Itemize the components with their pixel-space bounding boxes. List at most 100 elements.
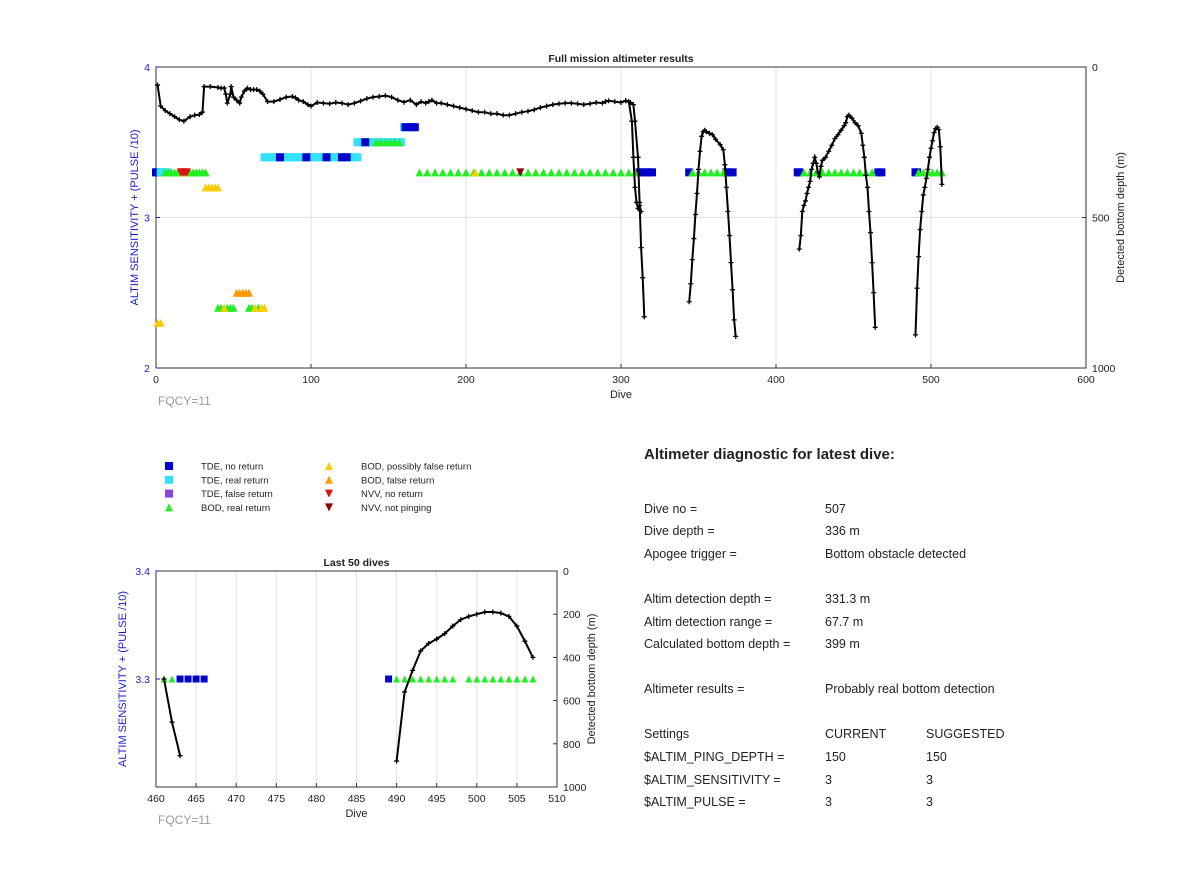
bod-real-return-marker: [830, 168, 839, 177]
diagnostic-row-cell: Altim detection depth =: [644, 592, 772, 606]
bottom-depth-point: [231, 94, 236, 100]
bod-real-return-marker: [609, 168, 618, 177]
bottom-depth-line: [914, 125, 943, 335]
bottom-depth-point: [838, 127, 844, 133]
settings-row-cell: 3: [926, 795, 933, 809]
bottom-depth-point: [868, 230, 874, 236]
bottom-depth-point: [692, 211, 698, 217]
bod-real-return-marker: [433, 675, 441, 683]
bottom-depth-point: [207, 84, 213, 90]
bottom-depth-point: [314, 100, 320, 106]
diagnostic-row-cell: 507: [825, 502, 846, 516]
bottom-depth-point: [852, 120, 858, 126]
bottom-depth-point: [228, 84, 234, 90]
bottom-depth-point: [722, 162, 728, 168]
bottom-depth-point: [820, 157, 825, 163]
bod-possibly-false-return-marker: [220, 303, 229, 312]
bottom-depth-point: [169, 719, 175, 725]
bottom-depth-point: [917, 227, 923, 233]
bod-possibly-false-return-marker: [260, 303, 269, 312]
full-mission-chart: 0 100 200 300 400 500 600 2 3 4 0 500 1000 Full missi…: [129, 53, 1127, 408]
bottom-depth-point: [632, 184, 638, 190]
bod-real-return-marker: [837, 168, 846, 177]
bottom-depth-point: [920, 192, 926, 198]
bottom-depth-line: [798, 113, 877, 328]
bottom-depth-point: [265, 99, 271, 105]
bottom-depth-point: [158, 103, 164, 109]
bottom-depth-point: [931, 130, 937, 136]
bottom-depth-point: [402, 689, 408, 695]
bottom-depth-point: [550, 102, 556, 108]
tde-no-return-marker: [192, 675, 200, 683]
bottom-depth-point: [623, 98, 629, 104]
bottom-depth-point: [490, 609, 496, 615]
bottom-depth-point: [846, 112, 852, 118]
legend-label-bod-real-return: BOD, real return: [201, 503, 270, 514]
altimeter-diagnostic-panel: Altimeter diagnostic for latest dive: Di…: [644, 446, 1164, 809]
x-tick-label: 480: [308, 793, 326, 805]
legend-marker-bod-possibly-false-return: [325, 462, 333, 470]
bottom-depth-point: [327, 101, 333, 107]
bod-real-return-marker: [849, 168, 858, 177]
bottom-depth-point: [841, 123, 847, 129]
x-tick-label: 485: [348, 793, 366, 805]
bod-real-return-marker: [409, 675, 417, 683]
bod-real-return-marker: [465, 675, 473, 683]
y-tick-label: 3.4: [135, 566, 150, 578]
bottom-depth-point: [187, 114, 193, 120]
bottom-depth-point: [172, 114, 178, 120]
bottom-depth-point: [807, 178, 813, 184]
bottom-depth-point: [234, 97, 240, 103]
bod-real-return-marker: [438, 168, 447, 177]
tde-real-return-marker: [353, 153, 362, 162]
bottom-depth-point: [925, 166, 931, 172]
diagnostic-row-cell: Altim detection range =: [644, 615, 773, 629]
legend-marker-bod-false-return: [325, 475, 333, 484]
bottom-depth-point: [816, 174, 822, 180]
tde-no-return-marker: [322, 153, 331, 162]
bottom-depth-point: [641, 314, 647, 320]
legend-marker-tde-real-return: [165, 475, 173, 484]
bottom-depth-point: [200, 109, 205, 115]
bottom-depth-point: [506, 112, 512, 118]
bottom-depth-point: [277, 97, 283, 103]
bottom-depth-point: [587, 101, 593, 107]
x-tick-label: 0: [153, 374, 159, 386]
bottom-depth-point: [871, 290, 877, 296]
bottom-depth-point: [429, 97, 435, 103]
bottom-depth-point: [308, 103, 314, 109]
bottom-depth-point: [863, 172, 869, 178]
bottom-depth-point: [458, 617, 464, 623]
bod-real-return-marker: [868, 168, 877, 177]
tde-no-return-marker: [728, 168, 737, 177]
bottom-depth-point: [438, 100, 444, 106]
y2-tick-label: 0: [1092, 62, 1098, 74]
bottom-depth-point: [238, 94, 244, 100]
bottom-depth-point: [544, 103, 550, 109]
bottom-depth-point: [201, 84, 207, 90]
bottom-depth-point: [809, 166, 815, 172]
bottom-depth-point: [733, 333, 739, 339]
bottom-depth-point: [562, 100, 568, 106]
bottom-depth-point: [513, 111, 519, 117]
bod-real-return-marker: [843, 168, 852, 177]
bottom-depth-point: [568, 100, 574, 106]
bottom-depth-point: [630, 154, 636, 160]
bottom-depth-point: [860, 142, 866, 148]
y-tick-label: 2: [144, 363, 150, 375]
legend-marker-bod-real-return: [165, 503, 173, 512]
bottom-depth-point: [849, 115, 855, 121]
bottom-depth-point: [914, 285, 920, 291]
bottom-depth-point: [866, 208, 872, 214]
bottom-depth-point: [930, 138, 936, 144]
bottom-depth-point: [488, 111, 494, 117]
bottom-depth-point: [407, 97, 413, 103]
bottom-depth-point: [469, 108, 475, 114]
bottom-depth-point: [475, 109, 481, 115]
y2-axis-label: Detected bottom depth (m): [586, 614, 598, 745]
bottom-depth-point: [832, 136, 838, 142]
bod-real-return-marker: [562, 168, 571, 177]
bottom-depth-point: [351, 100, 357, 106]
tde-no-return-marker: [184, 675, 192, 683]
bottom-depth-point: [728, 260, 734, 266]
